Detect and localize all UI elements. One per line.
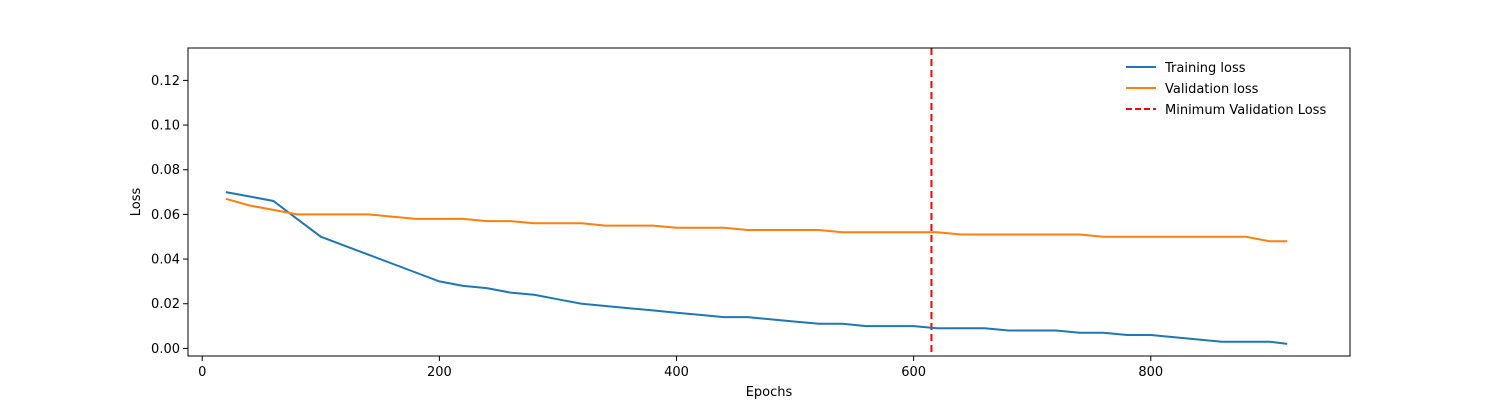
y-axis: 0.00 0.02 0.04 0.06 0.08 0.10 0.12 — [151, 74, 188, 357]
y-tick-label: 0.06 — [151, 208, 180, 223]
legend-min-val-label: Minimum Validation Loss — [1165, 103, 1326, 118]
y-tick-label: 0.02 — [151, 297, 180, 312]
x-tick-label: 0 — [198, 365, 206, 380]
legend-training-label: Training loss — [1164, 61, 1246, 76]
y-tick-label: 0.10 — [151, 119, 180, 134]
y-axis-label: Loss — [129, 188, 144, 217]
x-tick-label: 200 — [427, 365, 452, 380]
x-tick-label: 400 — [664, 365, 689, 380]
y-tick-label: 0.04 — [151, 253, 180, 268]
validation-loss-line — [225, 197, 1288, 243]
x-tick-label: 600 — [901, 365, 926, 380]
x-tick-label: 800 — [1138, 365, 1163, 380]
y-tick-label: 0.08 — [151, 163, 180, 178]
legend-validation-label: Validation loss — [1165, 82, 1259, 97]
x-axis-label: Epochs — [746, 385, 793, 400]
plot-frame — [187, 47, 1351, 357]
y-tick-label: 0.00 — [151, 342, 180, 357]
plot-area — [225, 48, 1288, 356]
y-tick-label: 0.12 — [151, 74, 180, 89]
legend: Training loss Validation loss Minimum Va… — [1126, 61, 1326, 118]
x-axis: 0 200 400 600 800 — [198, 356, 1163, 380]
training-loss-line — [225, 191, 1288, 345]
